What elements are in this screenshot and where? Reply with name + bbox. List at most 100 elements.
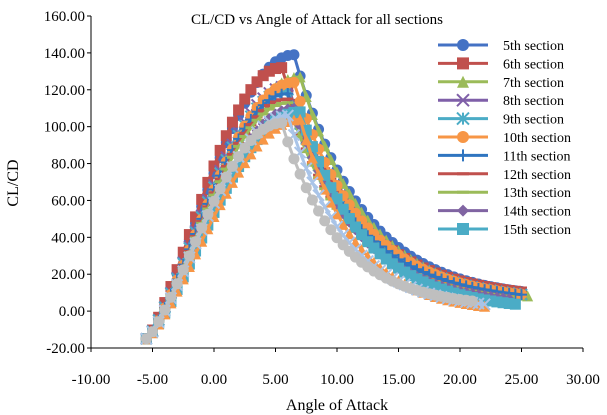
data-point [282, 87, 294, 99]
legend-marker [457, 57, 469, 70]
y-tick-label: 80.00 [51, 157, 85, 173]
data-point [491, 296, 503, 308]
data-point [349, 221, 361, 233]
data-point [276, 98, 288, 102]
data-point [226, 176, 238, 188]
legend-label: 10th section [503, 131, 571, 146]
data-point [479, 300, 491, 312]
data-point [202, 208, 214, 220]
y-tick-label: 120.00 [44, 83, 85, 99]
data-point [233, 151, 245, 163]
data-point [288, 153, 300, 165]
data-point [509, 298, 521, 310]
legend-label: 15th section [503, 223, 571, 238]
data-point [147, 326, 158, 338]
data-point [319, 215, 331, 227]
plot-area [140, 49, 534, 345]
data-point [159, 304, 171, 316]
y-tick-label: 100.00 [44, 120, 85, 136]
legend-entry: 11th section [438, 149, 571, 164]
x-tick-label: 5.00 [262, 372, 288, 388]
data-point [362, 236, 374, 248]
data-point [288, 49, 300, 61]
data-point [239, 142, 251, 154]
x-axis-label: Angle of Attack [286, 397, 388, 414]
data-point [270, 90, 281, 102]
x-tick-label: 20.00 [443, 372, 477, 388]
data-point [325, 182, 337, 194]
legend-marker [457, 223, 469, 235]
legend-entry: 13th section [438, 186, 571, 201]
data-point [270, 104, 281, 108]
legend-label: 6th section [503, 57, 564, 72]
legend-marker [457, 39, 469, 51]
data-point [190, 211, 202, 223]
data-point [196, 193, 208, 205]
x-tick-label: -10.00 [72, 372, 111, 388]
legend-entry: 10th section [438, 131, 571, 146]
data-point [294, 95, 306, 107]
data-point [251, 76, 263, 88]
legend-entry: 12th section [438, 168, 571, 183]
data-point [239, 93, 251, 105]
data-point [257, 108, 269, 112]
legend-entry: 14th section [438, 204, 571, 220]
data-point [171, 278, 183, 290]
data-point [294, 113, 306, 125]
y-tick-label: 0.00 [59, 304, 85, 320]
data-point [165, 291, 177, 303]
data-point [171, 264, 183, 276]
legend-entry: 7th section [438, 75, 564, 91]
legend-marker [457, 204, 469, 217]
data-point [276, 101, 288, 105]
data-point [270, 100, 281, 104]
data-point [343, 213, 355, 225]
data-point [183, 250, 195, 262]
legend-marker [457, 190, 469, 194]
legend-marker [456, 93, 470, 107]
data-point [300, 150, 312, 154]
data-point [405, 270, 417, 282]
data-point [472, 293, 484, 305]
legend-marker [456, 111, 470, 126]
x-tick-label: 10.00 [320, 372, 354, 388]
data-point [442, 285, 454, 297]
data-point [294, 168, 306, 180]
data-point [337, 218, 349, 230]
data-point [257, 133, 269, 145]
data-point [423, 279, 435, 291]
data-point [313, 168, 325, 180]
data-point [343, 228, 355, 240]
data-point [300, 134, 312, 146]
data-point [177, 246, 189, 258]
data-point [263, 65, 275, 77]
data-point [190, 236, 202, 248]
y-tick-label: 20.00 [51, 267, 85, 283]
data-point [436, 283, 448, 295]
data-point [306, 141, 318, 153]
data-point [251, 118, 263, 122]
data-point [386, 258, 398, 270]
data-point [239, 135, 251, 139]
data-point [325, 196, 337, 208]
y-tick-label: -20.00 [46, 341, 85, 357]
legend: 5th section 6th section 7th section 8th sec… [438, 39, 571, 238]
data-point [282, 101, 294, 105]
data-point [208, 160, 220, 172]
data-point [257, 112, 269, 116]
data-point [294, 106, 306, 118]
y-tick-label: 140.00 [44, 46, 85, 62]
legend-marker [457, 131, 469, 143]
data-point [331, 232, 343, 244]
data-point [208, 195, 220, 207]
data-point [214, 180, 226, 184]
data-point [165, 281, 177, 293]
data-point [226, 116, 238, 128]
data-point [300, 124, 312, 136]
data-point [325, 224, 337, 236]
data-point [497, 297, 509, 309]
x-tick-label: 25.00 [505, 372, 539, 388]
data-point [478, 298, 491, 311]
data-point [448, 287, 460, 299]
